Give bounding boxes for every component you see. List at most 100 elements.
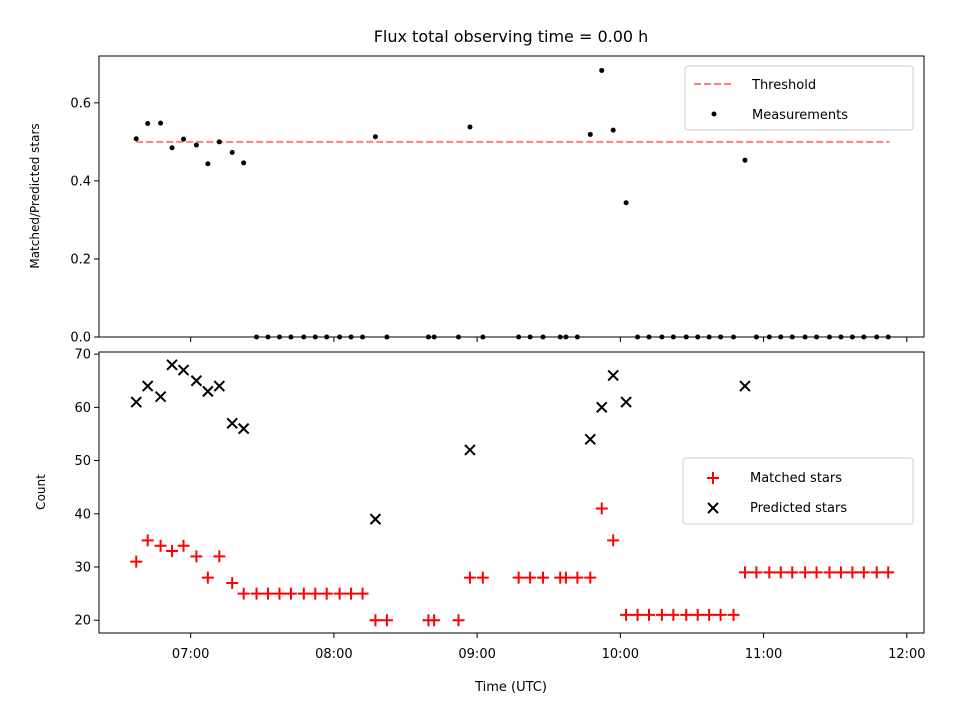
y-tick-label: 30 [74,561,91,576]
matched-star-point [607,534,620,547]
matched-star-point [584,571,597,584]
matched-star-point [297,587,310,600]
ratio-legend-box [684,65,914,131]
matched-star-point [846,566,859,579]
predicted-star-point [190,375,203,387]
matched-star-point [691,608,704,621]
measurement-point [861,334,867,340]
predicted-star-point [739,380,751,392]
counts-plot-area: 20 30 40 50 60 70 07:00 08:00 09:00 10:00 11:00 12:… [74,348,925,662]
predicted-star-point [620,396,632,408]
ratio-plot-area: 0.0 0.2 0.4 0.6 [70,67,908,346]
measurement-point [169,145,175,151]
measurement-point [778,334,784,340]
measurement-point [205,161,211,167]
panel-counts: 20 30 40 50 60 70 07:00 08:00 09:00 10:00 11:00 12:… [34,348,926,662]
measurement-point [574,334,580,340]
matched-star-point [810,566,823,579]
matched-star-point [714,608,727,621]
matched-star-point [463,571,476,584]
measurement-point [753,334,759,340]
measurement-point [241,160,247,166]
matched-star-point [763,566,776,579]
measurement-point [360,334,366,340]
matched-star-point [738,566,751,579]
predicted-star-point [369,513,382,525]
predicted-star-point [202,385,214,398]
measurement-point [425,334,431,340]
matched-star-point [226,576,239,589]
legend-matched-swatch [707,472,719,484]
matched-star-point [177,539,190,552]
measurement-point [646,334,652,340]
panel-ratio: 0.0 0.2 0.4 0.6 Matched/Predicted stars Thr… [28,55,925,346]
y-tick-label: 0.2 [70,252,91,267]
legend-measurements-swatch [711,111,717,117]
ratio-legend: Threshold Measurements [684,65,914,131]
measurement-point [587,131,593,137]
measurement-point [276,334,282,340]
measurement-point [158,120,164,126]
predicted-star-point [607,369,619,382]
matched-star-point [309,587,322,600]
measurement-point [695,334,701,340]
measurement-point [802,334,808,340]
matched-star-point [786,566,799,579]
predicted-star-point [177,364,190,376]
measurement-point [635,334,641,340]
measurement-point [324,334,330,340]
predicted-star-point [237,422,250,435]
matched-star-point [823,566,836,579]
measurement-point [348,334,354,340]
matched-star-point [703,608,716,621]
x-tick-label: 11:00 [745,647,782,662]
measurement-point [789,334,795,340]
matched-star-point [774,566,787,579]
measurement-point [814,334,820,340]
matched-star-point [750,566,763,579]
x-tick-label: 07:00 [172,647,209,662]
predicted-star-point [596,401,608,414]
measurement-point [384,334,390,340]
measurement-point [229,149,235,155]
matched-star-point [643,608,655,621]
matched-star-point [595,502,608,515]
measurement-point [610,127,616,133]
matched-star-point [201,571,214,584]
matched-star-point [284,587,297,600]
measurement-point [216,139,222,145]
measurement-point [133,136,139,142]
matched-star-point [799,566,812,579]
measurement-point [301,334,307,340]
matched-star-point [727,608,740,621]
matched-star-point [166,545,179,558]
y-tick-label: 60 [74,401,91,416]
x-axis-label: Time (UTC) [474,680,547,695]
measurement-point [337,334,343,340]
matched-star-point [667,608,680,621]
matched-star-point [356,587,369,600]
matched-star-point [857,566,870,579]
predicted-star-point [141,380,154,392]
measurement-point [372,134,378,140]
y-tick-label: 40 [74,507,91,522]
matched-star-point [620,608,633,621]
measurement-point [718,334,724,340]
measurement-point [563,334,569,340]
measurement-point [312,334,318,340]
measurement-point [838,334,844,340]
legend-matched-label: Matched stars [750,471,842,486]
measurement-point [456,334,462,340]
legend-predicted-swatch [707,502,719,514]
measurement-point [826,334,832,340]
matched-star-point [870,566,883,579]
measurement-point [254,334,260,340]
measurement-point [516,334,522,340]
predicted-star-point [154,390,167,403]
y-tick-label: 0.6 [70,96,91,111]
matched-star-point [154,539,167,552]
predicted-star-point [130,396,142,408]
predicted-star-point [464,444,476,456]
matched-star-point [524,571,537,584]
matched-star-point [190,550,203,563]
